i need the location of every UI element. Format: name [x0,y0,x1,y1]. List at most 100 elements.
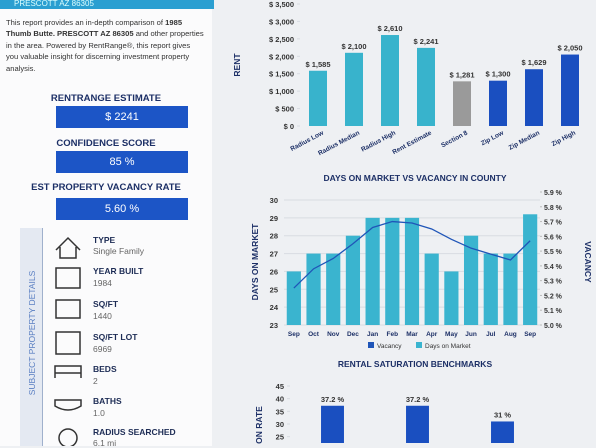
x-tick-label: Sep [524,331,536,338]
line [293,220,531,289]
detail-value: 2 [93,376,98,386]
icon-bath [54,399,82,411]
bar [453,81,471,126]
y-tick-label: 30 [276,420,284,429]
metric-value: $ 2241 [56,106,188,128]
x-tick-label: Mar [406,331,418,338]
y2-tick-label: 5.8 % [544,205,563,212]
bar [321,405,344,443]
detail-label: SQ/FT LOT [93,332,138,342]
value-label: 37.2 % [406,395,430,404]
y-axis-label: RENT [232,53,242,77]
y2-tick-label: 5.6 % [544,234,563,241]
value-label: $ 2,100 [341,42,366,51]
x-tick-label: Jun [465,331,477,338]
intro-text: and other properties in the area. Powere… [6,29,204,73]
y2-tick-label: 5.7 % [544,220,563,227]
bar [404,217,420,325]
left-panel: PRESCOTT AZ 86305 This report provides a… [0,0,214,448]
bar [309,70,327,126]
y-tick-label: 30 [270,196,278,205]
y-tick-label: 25 [270,285,278,294]
icon-lot [55,331,81,355]
y-tick-label: $ 1,000 [269,87,294,96]
x-tick-label: Zip High [551,130,577,148]
detail-value: 6969 [93,344,112,354]
y-tick-label: 40 [276,395,284,404]
y-tick-label: 23 [270,321,278,330]
bar [491,421,514,443]
y-tick-label: $ 2,500 [269,35,294,44]
y-tick-label: $ 3,000 [269,17,294,26]
bar [483,253,498,325]
value-label: $ 1,281 [449,70,474,79]
x-tick-label: Feb [387,331,399,338]
y2-tick-label: 5.1 % [544,308,563,315]
bar [345,52,363,126]
bar [503,253,518,325]
detail-value: 6.1 mi [93,438,117,448]
intro-text: This report provides an in-depth compari… [6,18,164,27]
chart-title: RENTAL SATURATION BENCHMARKS [338,359,493,369]
metric-label: RENTRANGE ESTIMATE [50,93,162,104]
x-tick-label: Zip Median [508,130,541,152]
detail-value: 1.0 [93,408,105,418]
legend-label: Vacancy [377,343,402,350]
y2-tick-label: 5.9 % [544,190,563,197]
bar [463,235,479,325]
y-tick-label: $ 500 [275,105,294,114]
y2-tick-label: 5.5 % [544,249,563,256]
intro: This report provides an in-depth compari… [6,17,204,74]
y-tick-label: 26 [270,267,278,276]
bar [417,47,435,126]
detail-value: 1984 [93,278,112,288]
y-tick-label: $ 2,000 [269,52,294,61]
metric-value: 85 % [56,151,188,173]
x-tick-label: Nov [327,331,340,338]
bar [365,217,380,325]
icon-calendar [55,267,81,289]
detail-label: RADIUS SEARCHED [93,427,176,437]
details-sidebar [20,228,43,446]
chart-title: DAYS ON MARKET VS VACANCY IN COUNTY [323,173,506,183]
detail-label: BATHS [93,396,122,406]
detail-label: YEAR BUILT [93,266,144,276]
bar [406,405,429,443]
x-tick-label: May [445,331,458,338]
y-tick-label: 24 [270,303,279,312]
bar [385,217,400,325]
metric-value: 5.60 % [56,198,188,220]
value-label: $ 2,241 [413,37,438,46]
detail-value: 1440 [93,311,112,321]
bar [525,69,543,126]
bar [424,253,439,325]
x-tick-label: Sep [288,331,300,338]
legend-label: Days on Market [425,343,471,350]
intro-address: 1985 Thumb Butte. PRESCOTT AZ 86305 [6,18,183,39]
detail-label: SQ/FT [93,299,119,309]
icon-house [55,236,81,259]
y-axis-label: DAYS ON MARKET [250,223,260,300]
y-tick-label: 35 [276,407,284,416]
y2-axis-label: VACANCY [583,241,593,283]
y-tick-label: 25 [276,433,284,442]
y-tick-label: 27 [270,250,278,259]
icon-bed [54,365,82,378]
x-tick-label: Apr [426,331,438,338]
y-tick-label: $ 0 [284,122,294,131]
icon-floorplan [55,299,81,319]
metric-label: EST PROPERTY VACANCY RATE [31,182,181,193]
x-tick-label: Dec [347,331,359,338]
detail-value: Single Family [93,246,145,256]
detail-icons [54,236,82,446]
bar [561,54,579,126]
bar [306,253,321,325]
value-label: $ 2,610 [377,24,402,33]
x-tick-label: Rent Estimate [391,129,433,156]
y2-tick-label: 5.3 % [544,279,563,286]
legend-swatch [368,342,374,348]
bar [345,235,361,325]
value-label: $ 1,585 [305,60,330,69]
